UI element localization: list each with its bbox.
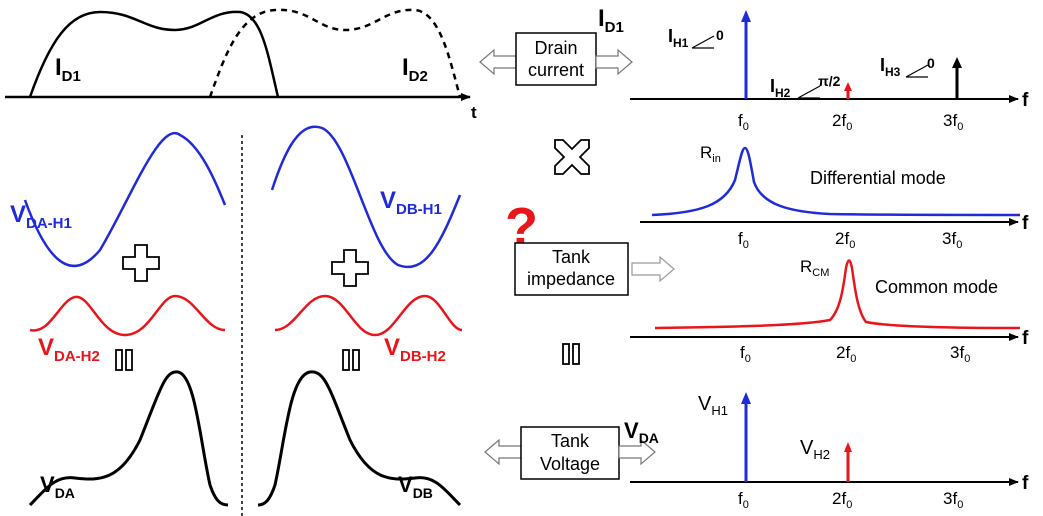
- equals-icon-left: [115, 349, 133, 371]
- plus-icon-left: [122, 244, 160, 282]
- dm-mode-label: Differential mode: [810, 168, 946, 188]
- drain-box-line2: current: [528, 60, 584, 80]
- dm-ticks: f0 2f0 3f0: [738, 229, 962, 251]
- dc-tick-f0: f0: [738, 111, 749, 133]
- vb-h1-label: VDB-H1: [380, 187, 442, 218]
- ih2-arrowhead: [844, 82, 852, 91]
- vh1-arrowhead: [741, 392, 751, 404]
- va-h2-label: VDA-H2: [38, 334, 100, 365]
- tank-voltage-box: [520, 426, 620, 480]
- tank-voltage-spectrum: f VH1 VH2 f0 2f0 3f0: [630, 392, 1029, 511]
- vb-h2-waveform: [274, 294, 463, 337]
- dm-tick-f0: f0: [738, 229, 749, 251]
- svg-text:π/2: π/2: [818, 73, 841, 89]
- rin-label: Rin: [700, 143, 721, 165]
- dc-tick-3f0: 3f0: [943, 111, 963, 133]
- drain-box-line1: Drain: [534, 38, 577, 58]
- drain-out-label: ID1: [598, 5, 624, 36]
- tv-tick-f0: f0: [738, 489, 749, 511]
- tv-tick-3f0: 3f0: [943, 489, 963, 511]
- cm-ticks: f0 2f0 3f0: [740, 343, 970, 365]
- svg-text:IH2: IH2: [770, 76, 791, 100]
- ih1-label: IH1 0: [668, 26, 724, 50]
- vb-column: VDB-H1 VDB-H2 VDB: [257, 125, 463, 507]
- cm-axis-label: f: [1022, 328, 1029, 349]
- drain-current-waveforms: t ID1 ID2: [5, 8, 477, 122]
- cm-mode-label: Common mode: [875, 277, 998, 297]
- vdb-label: VDB: [398, 472, 433, 501]
- id1-waveform: [28, 10, 280, 98]
- cm-tick-2f0: 2f0: [836, 343, 856, 365]
- ih1-arrowhead: [741, 10, 751, 22]
- common-mode-spectrum: f RCM Common mode f0 2f0 3f0: [630, 257, 1029, 365]
- drain-current-block: Drain current ID1: [479, 5, 633, 86]
- tank-box-line1: Tank: [552, 247, 591, 267]
- cm-impedance-curve: [654, 259, 1021, 330]
- cm-tick-3f0: 3f0: [950, 343, 970, 365]
- time-axis-label: t: [471, 103, 477, 122]
- volt-box-line2: Voltage: [540, 454, 600, 474]
- tank-voltage-block: Tank Voltage VDA: [484, 418, 659, 480]
- svg-text:0: 0: [927, 55, 935, 71]
- ih3-arrowhead: [952, 57, 962, 68]
- vda-label: VDA: [40, 472, 75, 501]
- vh1-label: VH1: [698, 393, 728, 418]
- dm-impedance-curve: [651, 146, 1021, 217]
- rcm-label: RCM: [800, 257, 829, 279]
- voltage-right-arrow: [618, 438, 656, 466]
- svg-text:0: 0: [716, 27, 724, 43]
- vdb-waveform: [257, 370, 462, 507]
- dm-tick-3f0: 3f0: [942, 229, 962, 251]
- tank-impedance-block: ? Tank impedance: [505, 197, 675, 296]
- vda-waveform: [28, 370, 229, 507]
- drain-left-arrow: [479, 48, 517, 76]
- dm-axis-label: f: [1022, 213, 1029, 234]
- ih2-label: IH2 π/2: [770, 73, 841, 100]
- differential-mode-spectrum: f Rin Differential mode f0 2f0 3f0: [640, 143, 1029, 251]
- multiply-icon: [554, 139, 590, 175]
- vh2-label: VH2: [800, 437, 830, 462]
- volt-box-line1: Tank: [551, 431, 590, 451]
- drain-current-spectrum: f IH1 0 IH2 π/2 IH3 0 f0 2f0 3f0: [630, 10, 1029, 133]
- drain-right-arrow: [595, 48, 633, 76]
- drain-current-box: [515, 32, 597, 86]
- svg-text:IH3: IH3: [880, 55, 901, 79]
- va-column: VDA-H1 VDA-H2 VDA: [10, 131, 229, 507]
- dm-tick-2f0: 2f0: [835, 229, 855, 251]
- dc-tick-2f0: 2f0: [832, 111, 852, 133]
- ih3-label: IH3 0: [880, 55, 935, 79]
- cm-tick-f0: f0: [740, 343, 751, 365]
- tv-ticks: f0 2f0 3f0: [738, 489, 963, 511]
- va-h1-waveform: [23, 131, 227, 268]
- equals-icon-right: [342, 349, 360, 371]
- plus-icon-right: [331, 249, 369, 287]
- dc-axis-label: f: [1022, 90, 1029, 111]
- tank-right-arrow: [631, 255, 675, 283]
- dc-ticks: f0 2f0 3f0: [738, 111, 963, 133]
- va-h1-label: VDA-H1: [10, 201, 72, 232]
- id2-label: ID2: [402, 54, 428, 85]
- voltage-left-arrow: [484, 438, 522, 466]
- volt-out-label: VDA: [624, 418, 659, 446]
- vb-h1-waveform: [270, 125, 462, 269]
- id1-label: ID1: [55, 54, 81, 85]
- tv-axis-label: f: [1022, 473, 1029, 494]
- va-h2-waveform: [29, 294, 226, 337]
- vb-h2-label: VDB-H2: [384, 334, 446, 365]
- tv-tick-2f0: 2f0: [832, 489, 852, 511]
- tank-box-line2: impedance: [527, 269, 615, 289]
- svg-text:IH1: IH1: [668, 26, 689, 50]
- vh2-arrowhead: [844, 442, 852, 452]
- tank-impedance-box: [514, 242, 629, 296]
- equals-icon-middle: [562, 343, 580, 365]
- id2-waveform: [208, 8, 462, 98]
